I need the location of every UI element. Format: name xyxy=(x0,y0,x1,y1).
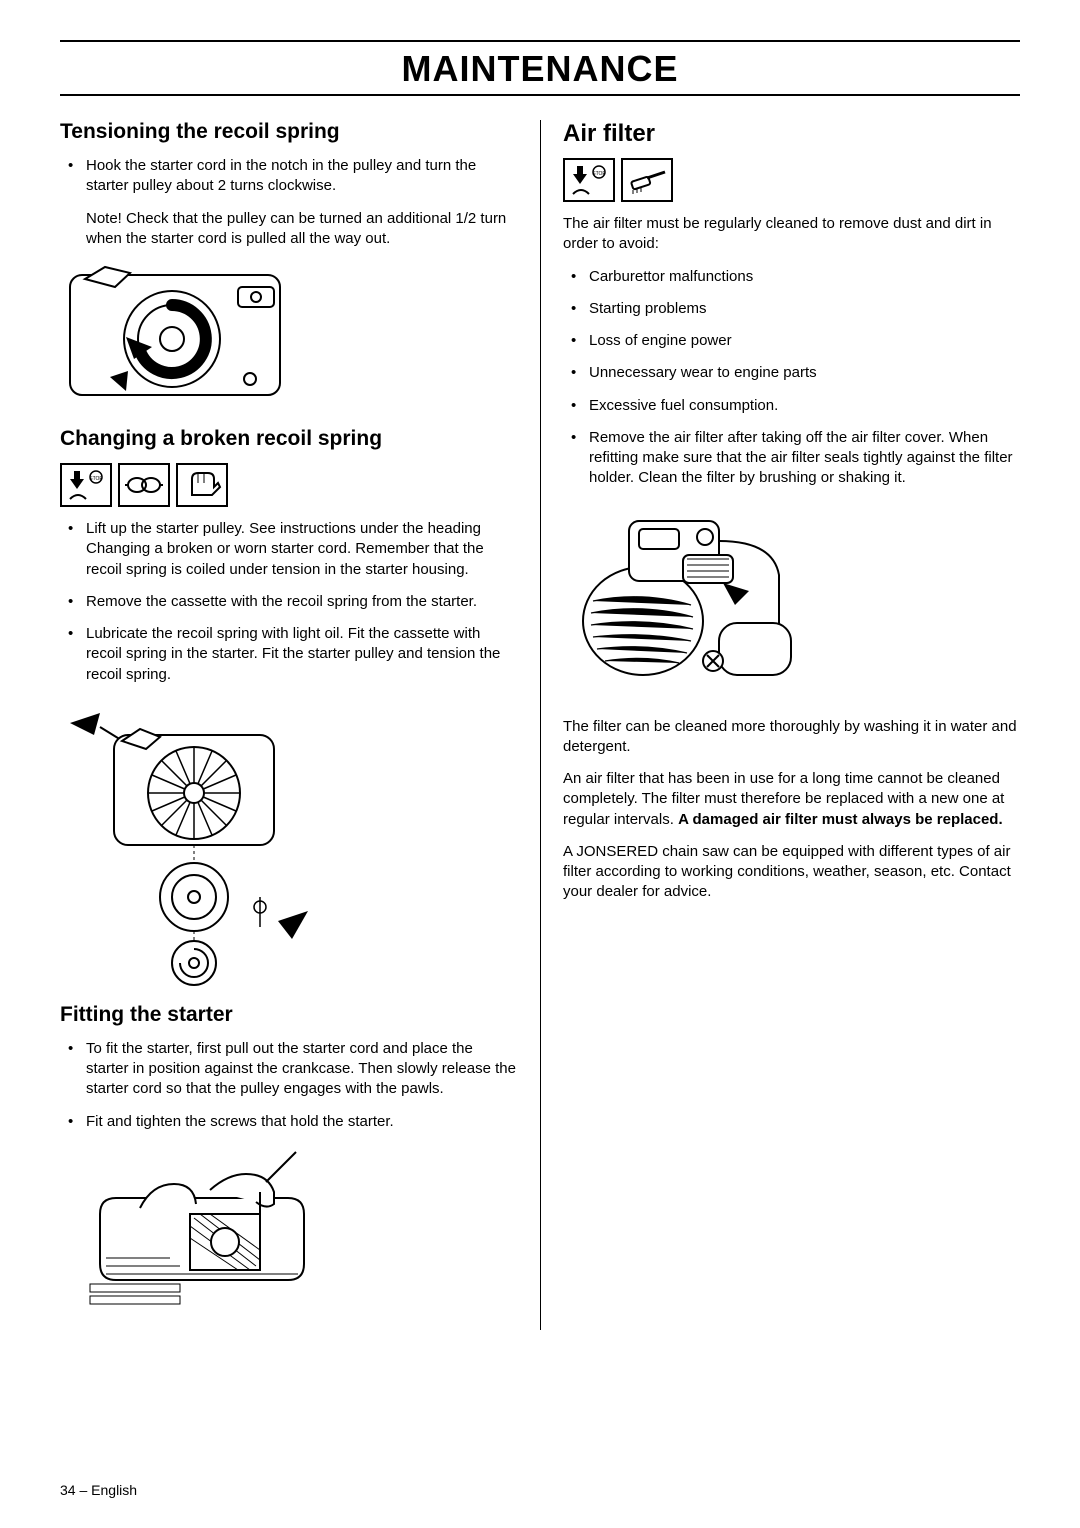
goggles-icon xyxy=(118,463,170,507)
svg-text:STOP: STOP xyxy=(89,476,103,482)
list-item: Lubricate the recoil spring with light o… xyxy=(60,624,518,685)
list-item: Starting problems xyxy=(563,299,1020,319)
stop-arrow-icon: STOP xyxy=(60,463,112,507)
icon-row-airfilter: STOP xyxy=(563,158,1020,202)
brush-icon xyxy=(621,158,673,202)
icon-row-changing: STOP xyxy=(60,463,518,507)
list-item: Remove the cassette with the recoil spri… xyxy=(60,592,518,612)
stop-arrow-icon: STOP xyxy=(563,158,615,202)
list-item: Carburettor malfunctions xyxy=(563,267,1020,287)
figure-cassette-exploded xyxy=(60,697,518,987)
airfilter-wash: The filter can be cleaned more thoroughl… xyxy=(563,717,1020,758)
airfilter-problem-list: Carburettor malfunctions Starting proble… xyxy=(563,267,1020,489)
title-underline xyxy=(60,94,1020,96)
content-columns: Tensioning the recoil spring Hook the st… xyxy=(60,120,1020,1330)
list-item: To fit the starter, first pull out the s… xyxy=(60,1039,518,1100)
list-item: Loss of engine power xyxy=(563,331,1020,351)
figure-recoil-pulley xyxy=(60,261,518,411)
svg-text:STOP: STOP xyxy=(592,171,606,177)
list-item: Hook the starter cord in the notch in th… xyxy=(60,156,518,197)
tensioning-note: Note! Check that the pulley can be turne… xyxy=(60,209,518,250)
page-footer: 34 – English xyxy=(60,1482,137,1498)
heading-tensioning: Tensioning the recoil spring xyxy=(60,120,518,144)
list-item: Excessive fuel consumption. xyxy=(563,396,1020,416)
airfilter-types: A JONSERED chain saw can be equipped wit… xyxy=(563,842,1020,903)
page-language: English xyxy=(91,1482,137,1498)
gloves-icon xyxy=(176,463,228,507)
page-number: 34 xyxy=(60,1482,76,1498)
heading-air-filter: Air filter xyxy=(563,120,1020,148)
list-item: Remove the air filter after taking off t… xyxy=(563,428,1020,489)
airfilter-intro: The air filter must be regularly cleaned… xyxy=(563,214,1020,255)
list-item: Fit and tighten the screws that hold the… xyxy=(60,1112,518,1132)
figure-chainsaw-airfilter xyxy=(563,501,1020,701)
right-column: Air filter STOP xyxy=(540,120,1020,1330)
airfilter-replace: An air filter that has been in use for a… xyxy=(563,769,1020,830)
heading-fitting: Fitting the starter xyxy=(60,1003,518,1027)
page-title: MAINTENANCE xyxy=(60,42,1020,94)
tensioning-list: Hook the starter cord in the notch in th… xyxy=(60,156,518,197)
figure-fitting-starter xyxy=(60,1144,518,1314)
list-item: Lift up the starter pulley. See instruct… xyxy=(60,519,518,580)
changing-list: Lift up the starter pulley. See instruct… xyxy=(60,519,518,685)
bold-text: A damaged air filter must always be repl… xyxy=(678,811,1003,828)
fitting-list: To fit the starter, first pull out the s… xyxy=(60,1039,518,1132)
heading-changing-spring: Changing a broken recoil spring xyxy=(60,427,518,451)
left-column: Tensioning the recoil spring Hook the st… xyxy=(60,120,540,1330)
list-item: Unnecessary wear to engine parts xyxy=(563,363,1020,383)
